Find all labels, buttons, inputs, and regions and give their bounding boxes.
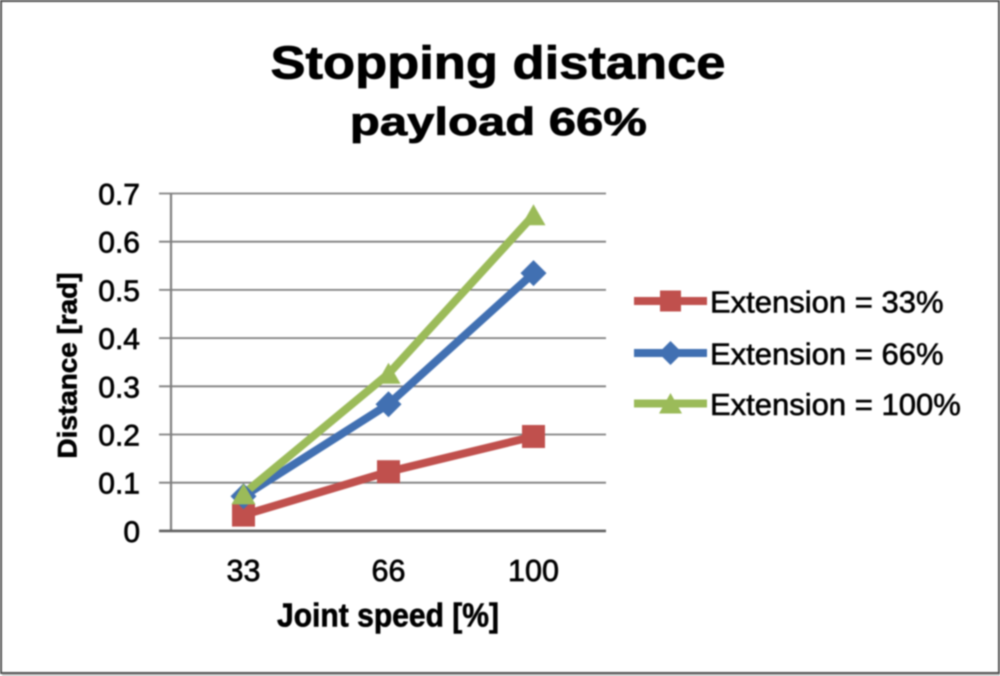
svg-text:Distance [rad]: Distance [rad] bbox=[53, 273, 83, 459]
svg-text:Extension = 100%: Extension = 100% bbox=[710, 387, 961, 422]
svg-text:Extension = 33%: Extension = 33% bbox=[710, 284, 944, 319]
svg-text:payload 66%: payload 66% bbox=[350, 101, 647, 144]
svg-text:0.4: 0.4 bbox=[98, 323, 140, 356]
svg-text:0.6: 0.6 bbox=[98, 227, 140, 260]
svg-text:66: 66 bbox=[372, 554, 406, 588]
svg-text:0.2: 0.2 bbox=[98, 420, 140, 453]
svg-text:33: 33 bbox=[227, 554, 261, 588]
svg-text:100: 100 bbox=[508, 554, 559, 588]
svg-text:0.3: 0.3 bbox=[98, 371, 140, 404]
svg-text:0.1: 0.1 bbox=[98, 468, 140, 501]
svg-text:Extension = 66%: Extension = 66% bbox=[710, 336, 944, 371]
svg-text:0.7: 0.7 bbox=[98, 179, 140, 212]
svg-text:0: 0 bbox=[123, 516, 140, 549]
svg-text:Stopping distance: Stopping distance bbox=[271, 37, 726, 89]
svg-text:Joint speed [%]: Joint speed [%] bbox=[277, 597, 499, 634]
svg-text:0.5: 0.5 bbox=[98, 275, 140, 308]
